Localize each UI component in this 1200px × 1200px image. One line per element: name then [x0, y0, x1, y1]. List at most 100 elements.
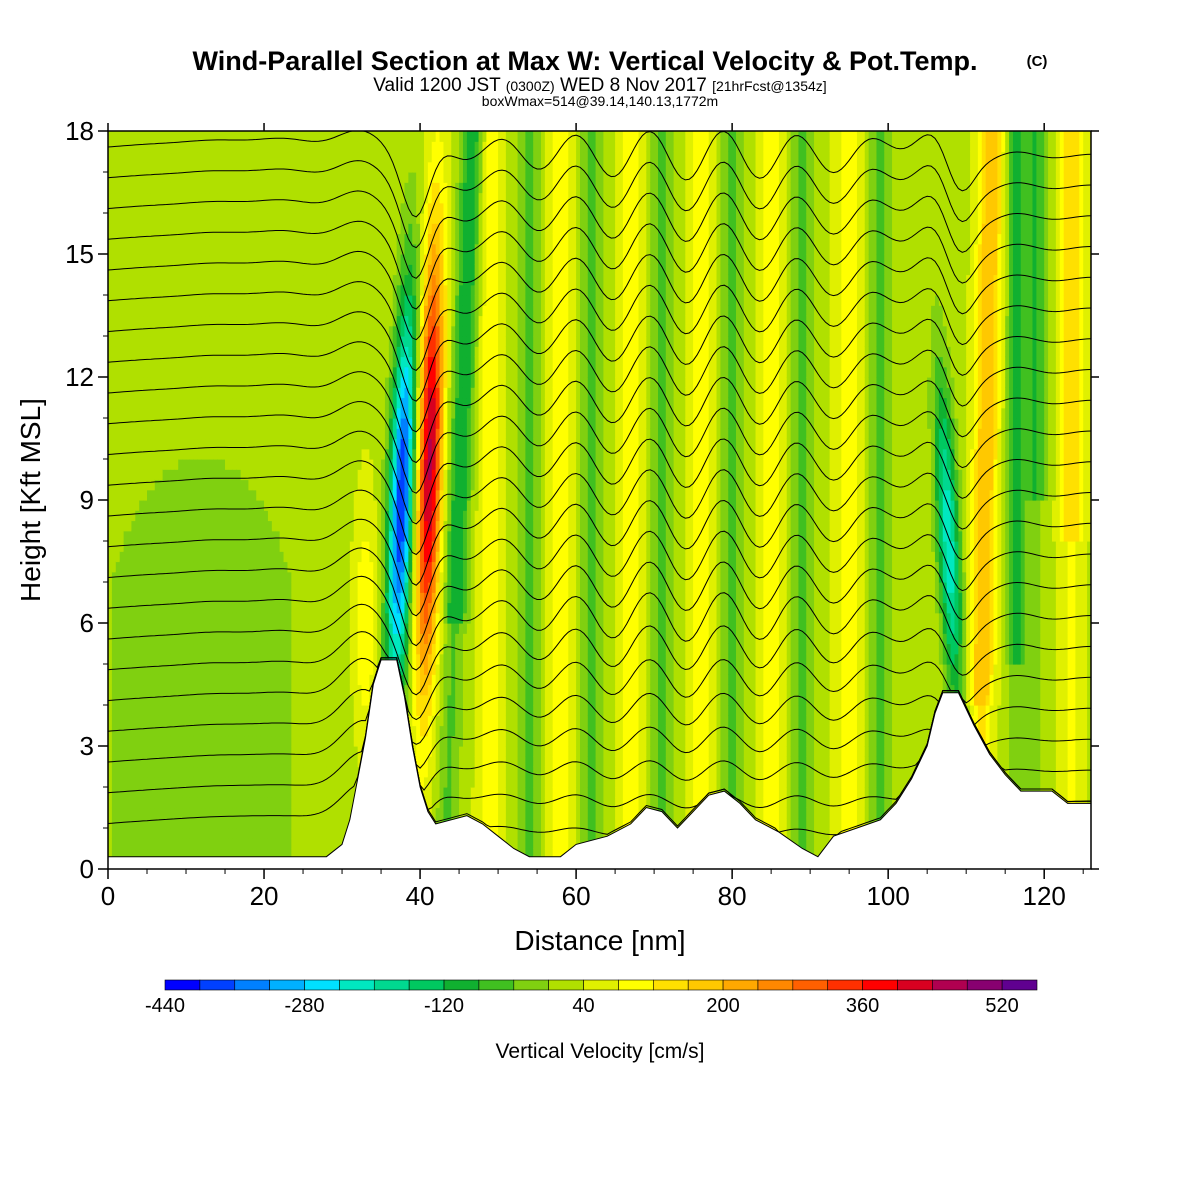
w-cell	[193, 264, 199, 276]
w-cell	[248, 377, 253, 388]
w-cell	[147, 817, 152, 829]
w-cell	[334, 356, 339, 368]
w-cell	[209, 756, 214, 768]
w-cell	[232, 223, 238, 235]
w-cell	[232, 366, 238, 378]
w-cell	[170, 674, 175, 686]
w-cell	[295, 325, 300, 337]
w-cell	[330, 223, 335, 235]
w-cell	[322, 284, 328, 296]
w-cell	[193, 561, 199, 573]
w-cell	[150, 428, 156, 440]
w-cell	[189, 520, 195, 532]
w-cell	[162, 407, 168, 419]
w-cell	[166, 161, 172, 173]
w-cell	[318, 202, 324, 214]
w-cell	[295, 612, 300, 624]
w-cell	[369, 141, 374, 153]
w-cell	[326, 192, 331, 204]
w-cell	[182, 571, 187, 583]
w-cell	[318, 571, 324, 583]
w-cell	[186, 828, 191, 839]
w-cell	[119, 448, 125, 460]
w-cell	[353, 633, 359, 645]
w-cell	[236, 141, 242, 153]
w-cell	[318, 243, 324, 255]
w-cell	[303, 295, 308, 306]
w-cell	[287, 192, 292, 204]
w-cell	[197, 141, 203, 153]
w-cell	[338, 295, 343, 306]
w-cell	[361, 243, 367, 255]
w-cell	[338, 653, 343, 665]
w-cell	[314, 848, 320, 860]
w-cell	[326, 223, 331, 235]
w-cell	[193, 612, 199, 624]
w-cell	[349, 694, 355, 706]
w-cell	[322, 694, 328, 706]
w-cell	[217, 602, 222, 614]
w-cell	[248, 705, 253, 716]
w-cell	[225, 336, 230, 347]
w-cell	[240, 674, 246, 686]
w-cell	[353, 479, 359, 491]
w-cell	[260, 131, 265, 142]
w-cell	[236, 848, 242, 860]
w-cell	[123, 500, 129, 511]
w-cell	[119, 643, 125, 655]
w-cell	[310, 182, 316, 194]
w-cell	[119, 817, 125, 829]
w-cell	[119, 664, 125, 675]
w-cell	[135, 161, 140, 173]
w-cell	[342, 428, 347, 440]
w-cell	[131, 561, 136, 573]
w-cell	[334, 500, 339, 511]
w-cell	[162, 623, 168, 634]
w-cell	[193, 776, 199, 788]
w-cell	[303, 705, 308, 716]
w-cell	[232, 612, 238, 624]
w-cell	[291, 684, 296, 696]
w-cell	[345, 264, 351, 276]
w-cell	[322, 356, 328, 368]
w-cell	[322, 336, 328, 347]
w-cell	[143, 633, 148, 645]
w-cell	[283, 428, 289, 440]
w-cell	[150, 582, 156, 593]
w-cell	[201, 151, 207, 163]
w-cell	[236, 694, 242, 706]
w-cell	[209, 561, 214, 573]
w-cell	[283, 243, 289, 255]
w-cell	[150, 807, 156, 819]
w-cell	[369, 254, 374, 265]
w-cell	[334, 264, 339, 276]
w-cell	[260, 346, 265, 358]
w-cell	[353, 735, 359, 747]
w-cell	[314, 725, 320, 737]
w-cell	[232, 746, 238, 757]
w-cell	[166, 356, 172, 368]
w-cell	[205, 459, 211, 470]
w-cell	[178, 315, 183, 327]
w-cell	[349, 141, 355, 153]
w-cell	[193, 489, 199, 501]
w-cell	[338, 643, 343, 655]
w-cell	[139, 756, 144, 768]
w-cell	[127, 530, 133, 542]
w-cell	[166, 428, 172, 440]
w-cell	[166, 305, 172, 317]
w-cell	[170, 787, 175, 798]
w-cell	[361, 541, 367, 552]
w-cell	[338, 787, 343, 798]
w-cell	[205, 623, 211, 634]
w-cell	[271, 407, 277, 419]
w-cell	[111, 643, 117, 655]
w-cell	[127, 500, 133, 511]
w-cell	[322, 418, 328, 429]
w-cell	[213, 541, 218, 552]
w-cell	[264, 151, 269, 163]
w-cell	[139, 459, 144, 470]
w-cell	[154, 643, 160, 655]
w-cell	[342, 489, 347, 501]
w-cell	[264, 674, 269, 686]
